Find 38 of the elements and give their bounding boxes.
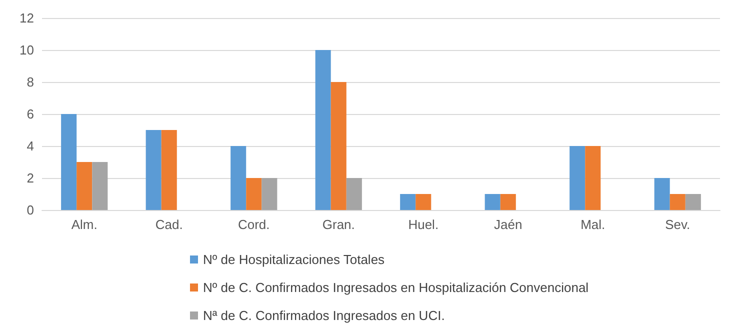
bar [61, 114, 77, 210]
bar [585, 146, 601, 210]
x-tick-label: Jaén [494, 217, 522, 232]
y-tick-label: 2 [26, 170, 34, 186]
x-tick-label: Huel. [408, 217, 439, 232]
bar [346, 178, 362, 210]
bar [330, 82, 346, 210]
x-tick-label: Alm. [71, 217, 98, 232]
bar [484, 194, 500, 210]
bar [500, 194, 516, 210]
bar [570, 146, 586, 210]
legend-label: Nº de Hospitalizaciones Totales [203, 252, 386, 267]
bar [161, 130, 177, 210]
x-tick-label: Gran. [322, 217, 355, 232]
legend-label: Nº de C. Confirmados Ingresados en Hospitalización Convencional [203, 280, 589, 295]
bar [76, 162, 92, 210]
x-tick-label: Sev. [665, 217, 690, 232]
x-tick-label: Mal. [580, 217, 606, 232]
bar [416, 194, 432, 210]
bar [146, 130, 162, 210]
bar [262, 178, 278, 210]
bar [246, 178, 262, 210]
y-tick-label: 12 [20, 10, 34, 26]
bar [685, 194, 701, 210]
bar [315, 50, 331, 210]
y-tick-label: 6 [26, 106, 34, 122]
bar [400, 194, 416, 210]
x-tick-label: Cad. [155, 217, 183, 232]
bar [654, 178, 670, 210]
legend-label: Nª de C. Confirmados Ingresados en UCI. [203, 308, 445, 323]
y-tick-label: 10 [20, 42, 34, 58]
bar [670, 194, 686, 210]
y-tick-label: 8 [26, 74, 34, 90]
bar [92, 162, 108, 210]
y-tick-label: 0 [26, 202, 34, 218]
x-tick-label: Cord. [238, 217, 270, 232]
bar [230, 146, 246, 210]
y-tick-label: 4 [26, 138, 34, 154]
